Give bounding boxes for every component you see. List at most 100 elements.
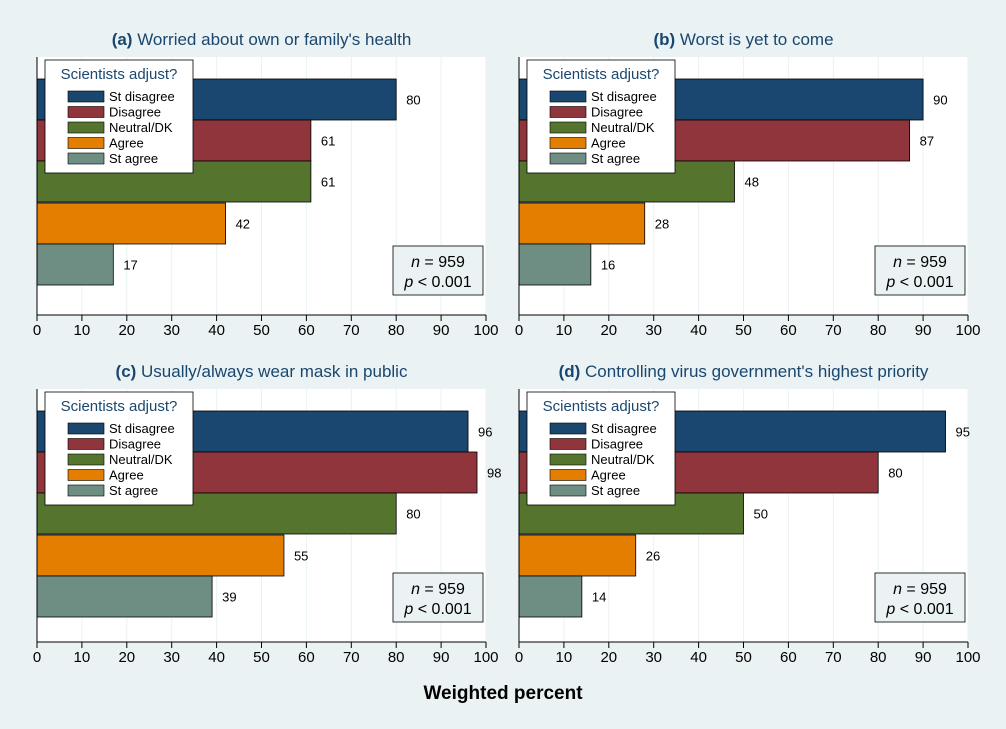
panel-a-stats-box — [392, 245, 484, 296]
panel-d-x-tick-label: 50 — [735, 649, 752, 666]
panel-a-legend-label: St disagree — [109, 89, 175, 104]
panel-a-legend-label: Neutral/DK — [109, 120, 173, 135]
panel-b-stats-box — [874, 245, 966, 296]
panel-c-x-tick-label: 0 — [33, 649, 41, 666]
panel-b-n-stat: n = 959 — [893, 254, 947, 271]
panel-d-x-tick-label: 40 — [690, 649, 707, 666]
panel-d-legend-swatch — [549, 469, 587, 481]
panel-a-legend-label: Agree — [109, 136, 144, 151]
panel-c-legend-label: St agree — [109, 483, 158, 498]
panel-d-value-label: 26 — [646, 549, 660, 564]
panel-d-value-label: 80 — [888, 466, 902, 481]
panel-a-legend-title: Scientists adjust? — [61, 66, 178, 83]
panel-d-legend-label: St disagree — [591, 421, 657, 436]
panel-d-n-value: = 959 — [902, 581, 947, 598]
panel-b-x-tick-label: 100 — [955, 322, 980, 339]
panel-b-title-text: Worst is yet to come — [680, 30, 834, 49]
panel-c-value-label: 96 — [478, 425, 492, 440]
panel-d-bar — [518, 575, 583, 618]
panel-b-value-label: 87 — [920, 134, 934, 149]
panel-d-p-stat: p < 0.001 — [885, 601, 953, 618]
panel-c-legend-swatch — [67, 422, 105, 435]
panel-b-legend-label: Neutral/DK — [591, 120, 655, 135]
panel-d-x-tick-label: 10 — [556, 649, 573, 666]
panel-d-n-stat: n = 959 — [893, 581, 947, 598]
panel-a-legend-swatch — [67, 152, 105, 165]
panel-a-x-tick-label: 0 — [33, 322, 41, 339]
panel-b-p-symbol: p — [885, 274, 895, 291]
panel-a-x-tick-label: 10 — [74, 322, 91, 339]
panel-c-x-tick-label: 10 — [74, 649, 91, 666]
panel-c-x-tick-label: 80 — [388, 649, 405, 666]
panel-a-value-label: 61 — [321, 134, 335, 149]
panel-c-x-tick-label: 30 — [163, 649, 180, 666]
panel-a-title-letter: (a) — [112, 30, 138, 49]
panel-b-legend-label: Agree — [591, 136, 626, 151]
panel-a-legend-label: St agree — [109, 151, 158, 166]
panel-a-legend-swatch — [67, 137, 105, 149]
panel-c-x-tick-label: 20 — [118, 649, 135, 666]
panel-a-p-stat: p < 0.001 — [403, 274, 471, 291]
panel-a-value-label: 80 — [406, 93, 420, 108]
panel-d-legend-swatch — [549, 453, 587, 466]
panel-b-legend-label: St disagree — [591, 89, 657, 104]
panel-d-bar — [518, 534, 637, 577]
panel-c-x-tick-label: 90 — [433, 649, 450, 666]
panel-c-n-symbol: n — [411, 581, 420, 598]
panel-b-value-label: 90 — [933, 93, 947, 108]
panel-c-value-label: 80 — [406, 507, 420, 522]
panel-d-x-tick-label: 60 — [780, 649, 797, 666]
panel-c-legend-swatch — [67, 453, 105, 466]
panel-d-legend-swatch — [549, 422, 587, 435]
panel-b-x-tick-label: 10 — [556, 322, 573, 339]
panel-b-legend-swatch — [549, 152, 587, 165]
panel-c-legend-swatch — [67, 438, 105, 450]
panel-d-value-label: 50 — [754, 507, 768, 522]
panel-d-title: (d) Controlling virus government's highe… — [559, 362, 929, 381]
panel-a-x-tick-label: 20 — [118, 322, 135, 339]
panel-c-p-value: < 0.001 — [413, 601, 471, 618]
panel-a-x-tick-label: 30 — [163, 322, 180, 339]
panel-b-bar — [518, 243, 592, 286]
panel-b-x-tick-label: 0 — [515, 322, 523, 339]
panel-a-bar — [36, 202, 226, 245]
panel-b-x-tick-label: 20 — [600, 322, 617, 339]
panel-d-value-label: 14 — [592, 590, 606, 605]
panel-a-p-value: < 0.001 — [413, 274, 471, 291]
panel-b-legend-swatch — [549, 90, 587, 103]
panel-d-x-tick-label: 100 — [955, 649, 980, 666]
panel-d-legend-label: St agree — [591, 483, 640, 498]
panel-b-x-tick-label: 80 — [870, 322, 887, 339]
panel-a-legend-label: Disagree — [109, 105, 161, 120]
panel-d-x-tick-label: 30 — [645, 649, 662, 666]
panel-a-bar — [36, 243, 114, 286]
panel-c-x-tick-label: 100 — [473, 649, 498, 666]
panel-a-value-label: 42 — [236, 217, 250, 232]
panel-b-x-tick-label: 90 — [915, 322, 932, 339]
panel-c-value-label: 55 — [294, 549, 308, 564]
panel-c-x-tick-label: 60 — [298, 649, 315, 666]
panel-d-x-tick-label: 90 — [915, 649, 932, 666]
panel-b-value-label: 48 — [745, 175, 759, 190]
panel-c-title-text: Usually/always wear mask in public — [141, 362, 408, 381]
panel-c-stats-box — [392, 572, 484, 623]
panel-a-title-text: Worried about own or family's health — [137, 30, 411, 49]
panel-d-x-tick-label: 20 — [600, 649, 617, 666]
panel-b-legend-label: St agree — [591, 151, 640, 166]
panel-a-value-label: 17 — [123, 258, 137, 273]
panel-a-legend-swatch — [67, 121, 105, 134]
panel-c-x-tick-label: 50 — [253, 649, 270, 666]
panel-d-title-text: Controlling virus government's highest p… — [585, 362, 929, 381]
panel-b-n-value: = 959 — [902, 254, 947, 271]
panel-a-value-label: 61 — [321, 175, 335, 190]
panel-a-x-tick-label: 100 — [473, 322, 498, 339]
panel-d-legend-label: Neutral/DK — [591, 452, 655, 467]
panel-c-title-letter: (c) — [116, 362, 142, 381]
panel-a-legend-swatch — [67, 106, 105, 118]
panel-a-x-tick-label: 50 — [253, 322, 270, 339]
panel-a-x-tick-label: 60 — [298, 322, 315, 339]
panel-b-title: (b) Worst is yet to come — [653, 30, 833, 49]
panel-d-p-symbol: p — [885, 601, 895, 618]
panel-c-legend-label: Disagree — [109, 437, 161, 452]
panel-a-n-stat: n = 959 — [411, 254, 465, 271]
